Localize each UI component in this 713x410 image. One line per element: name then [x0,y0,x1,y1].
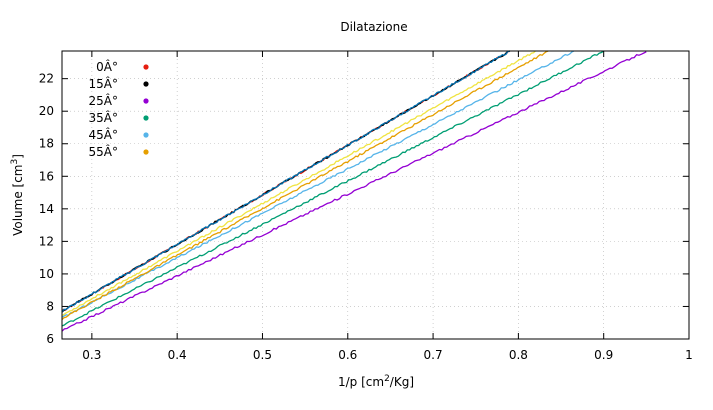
legend-label: 55Â° [89,144,118,159]
legend-label: 0Â° [96,59,118,74]
x-tick-label: 0.8 [509,348,528,362]
legend-marker [143,98,149,104]
y-tick-label: 12 [39,234,54,248]
y-tick-label: 8 [46,299,54,313]
y-tick-label: 22 [39,72,54,86]
x-tick-label: 0.5 [253,348,272,362]
legend-marker [143,115,149,121]
x-tick-label: 0.4 [168,348,187,362]
x-tick-label: 0.6 [338,348,357,362]
series-line [61,50,536,317]
y-tick-label: 6 [46,332,54,346]
plot-frame [61,50,690,340]
series-line [61,50,511,313]
x-tick-label: 0.9 [594,348,613,362]
x-tick-label: 1 [685,348,693,362]
y-tick-label: 16 [39,169,54,183]
series-line [61,50,575,318]
y-tick-label: 18 [39,137,54,151]
legend-label: 25Â° [89,93,118,108]
axis-ticks [62,51,690,340]
y-tick-label: 10 [39,267,54,281]
y-tick-labels: 6 8 10 12 14 16 18 20 22 [39,72,54,346]
legend-marker [143,64,149,70]
legend-label: 15Â° [89,76,118,91]
x-tick-label: 0.7 [424,348,443,362]
y-axis-label: Volume [cm3] [10,154,25,236]
x-tick-labels: 0.3 0.4 0.5 0.6 0.7 0.8 0.9 1 [82,348,693,362]
y-tick-label: 20 [39,104,54,118]
x-axis-label: 1/p [cm2/Kg] [338,374,414,389]
series-line [61,51,647,332]
legend: 0Â° 15Â° 25Â° 35Â° 45Â° 55Â° [89,59,149,159]
series-line [61,50,605,327]
legend-label: 35Â° [89,110,118,125]
series-line [61,50,549,321]
series-layer [61,50,647,332]
legend-marker [143,132,149,138]
legend-label: 45Â° [89,127,118,142]
legend-marker [143,149,149,155]
x-tick-label: 0.3 [82,348,101,362]
grid [62,51,689,339]
chart-title: Dilatazione [340,20,407,34]
legend-marker [143,81,149,87]
y-tick-label: 14 [39,202,54,216]
